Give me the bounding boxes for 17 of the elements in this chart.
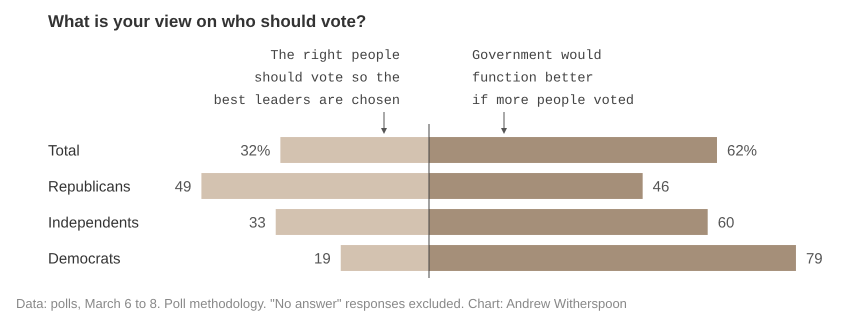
y-tick-label: Republicans (48, 178, 131, 196)
bar (340, 245, 429, 271)
data-label: 60 (718, 214, 734, 232)
chart-title: What is your view on who should vote? (48, 12, 366, 31)
y-tick-label: Total (48, 142, 80, 160)
y-tick-label: Democrats (48, 250, 121, 268)
data-label: 62% (726, 142, 758, 160)
text: The right people should vote so the best leaders are chosen (214, 49, 400, 109)
text: Government would function better if more people voted (472, 49, 634, 109)
data-label: 46 (652, 178, 670, 196)
data-label: 79 (806, 250, 823, 268)
data-label: 49 (174, 178, 192, 196)
data-label: 32% (240, 142, 270, 160)
data-label: 19 (314, 250, 331, 268)
y-tick-label: Independents (48, 214, 139, 232)
text: Data: polls, March 6 to 8. Poll methodology. "No answer" responses excluded. Chart: Andrew Witherspoon (16, 296, 627, 311)
data-label: 33 (249, 214, 266, 232)
